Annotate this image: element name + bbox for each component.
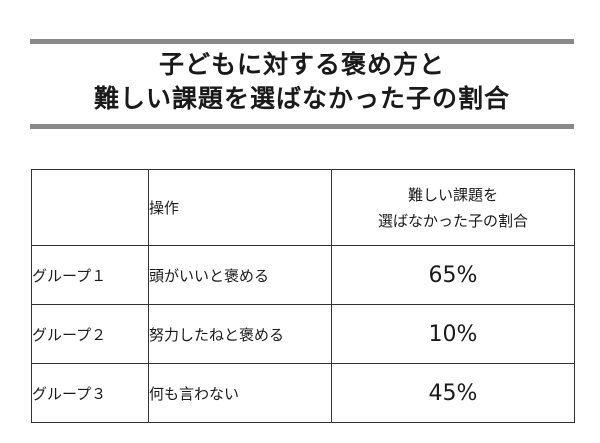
operation-cell: 努力したねと褒める bbox=[148, 304, 332, 364]
rate-cell: 10% bbox=[331, 304, 575, 364]
top-rule bbox=[30, 39, 574, 44]
table-header-row: 操作 難しい課題を 選ばなかった子の割合 bbox=[31, 169, 575, 246]
operation-cell: 頭がいいと褒める bbox=[148, 245, 332, 305]
table-row: グループ３ 何も言わない 45% bbox=[31, 363, 575, 423]
header-rate-line-2: 選ばなかった子の割合 bbox=[377, 211, 528, 230]
group-cell: グループ１ bbox=[31, 245, 149, 305]
table-row: グループ１ 頭がいいと褒める 65% bbox=[31, 245, 575, 305]
bottom-rule bbox=[30, 124, 574, 129]
header-group-cell bbox=[31, 169, 149, 246]
operation-cell: 何も言わない bbox=[148, 363, 332, 423]
page-title: 子どもに対する褒め方と 難しい課題を選ばなかった子の割合 bbox=[30, 48, 574, 116]
group-cell: グループ３ bbox=[31, 363, 149, 423]
header-rate-line-1: 難しい課題を bbox=[407, 185, 498, 204]
title-line-2: 難しい課題を選ばなかった子の割合 bbox=[93, 84, 510, 113]
group-cell: グループ２ bbox=[31, 304, 149, 364]
header-rate-cell: 難しい課題を 選ばなかった子の割合 bbox=[331, 169, 575, 246]
rate-cell: 45% bbox=[331, 363, 575, 423]
title-line-1: 子どもに対する褒め方と bbox=[158, 50, 445, 79]
rate-cell: 65% bbox=[331, 245, 575, 305]
header-operation-cell: 操作 bbox=[148, 169, 332, 246]
results-table: 操作 難しい課題を 選ばなかった子の割合 グループ１ 頭がいいと褒める 65% … bbox=[31, 169, 575, 423]
table-row: グループ２ 努力したねと褒める 10% bbox=[31, 304, 575, 364]
